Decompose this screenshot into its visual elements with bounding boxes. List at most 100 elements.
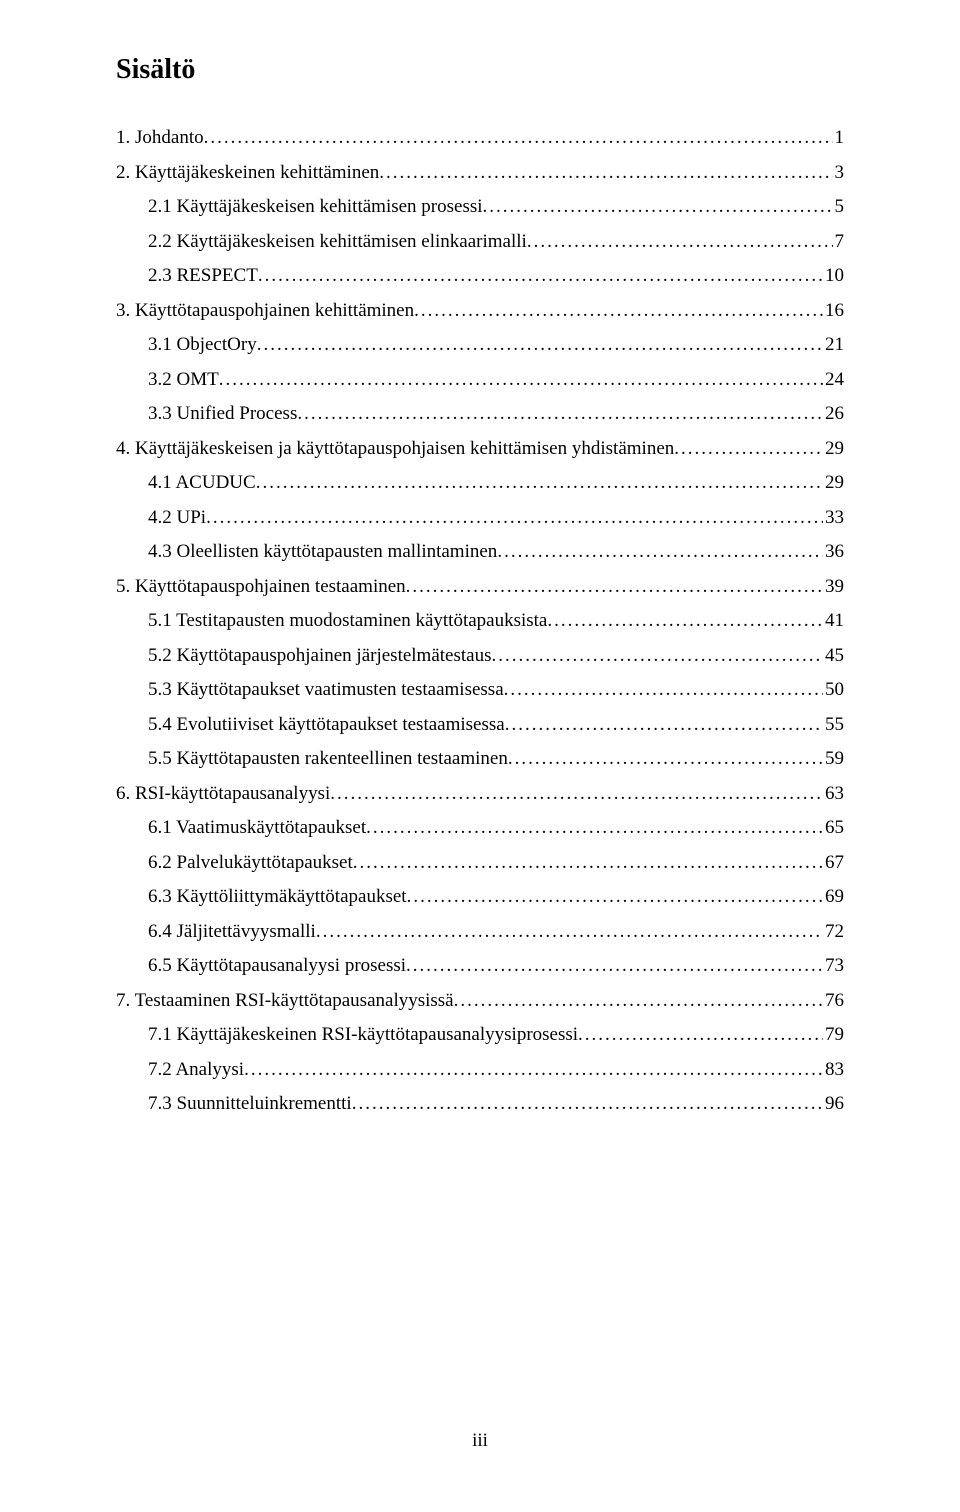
toc-entry-page: 5 bbox=[833, 197, 845, 216]
toc-leader-dots bbox=[353, 853, 823, 872]
toc-leader-dots bbox=[297, 404, 823, 423]
toc-entry-label: 6.3 Käyttöliittymäkäyttötapaukset bbox=[148, 887, 407, 906]
toc-entry-label: 3. Käyttötapauspohjainen kehittäminen bbox=[116, 301, 414, 320]
toc-leader-dots bbox=[454, 991, 823, 1010]
toc-leader-dots bbox=[316, 922, 823, 941]
toc-entry-page: 73 bbox=[823, 956, 844, 975]
toc-entry-page: 96 bbox=[823, 1094, 844, 1113]
toc-entry-label: 5.2 Käyttötapauspohjainen järjestelmätes… bbox=[148, 646, 491, 665]
toc-entry-label: 6.2 Palvelukäyttötapaukset bbox=[148, 853, 353, 872]
toc-entry-label: 2. Käyttäjäkeskeinen kehittäminen bbox=[116, 163, 379, 182]
toc-entry-label: 4.1 ACUDUC bbox=[148, 473, 256, 492]
toc-entry-label: 7.2 Analyysi bbox=[148, 1060, 244, 1079]
toc-entry-label: 5. Käyttötapauspohjainen testaaminen bbox=[116, 577, 406, 596]
toc-entry-label: 6.5 Käyttötapausanalyysi prosessi bbox=[148, 956, 406, 975]
toc-entry: 7.1 Käyttäjäkeskeinen RSI-käyttötapausan… bbox=[116, 1025, 844, 1044]
toc-entry: 5. Käyttötapauspohjainen testaaminen39 bbox=[116, 577, 844, 596]
toc-entry-page: 67 bbox=[823, 853, 844, 872]
toc-entry-page: 1 bbox=[833, 128, 845, 147]
toc-entry: 7.3 Suunnitteluinkrementti 96 bbox=[116, 1094, 844, 1113]
toc-entry-page: 3 bbox=[833, 163, 845, 182]
toc-entry-page: 79 bbox=[823, 1025, 844, 1044]
toc-entry-page: 83 bbox=[823, 1060, 844, 1079]
toc-entry: 7. Testaaminen RSI-käyttötapausanalyysis… bbox=[116, 991, 844, 1010]
toc-entry: 2.3 RESPECT 10 bbox=[116, 266, 844, 285]
toc-leader-dots bbox=[257, 335, 823, 354]
toc-entry-page: 41 bbox=[823, 611, 844, 630]
toc-entry: 6.3 Käyttöliittymäkäyttötapaukset 69 bbox=[116, 887, 844, 906]
toc-entry-label: 6. RSI-käyttötapausanalyysi bbox=[116, 784, 330, 803]
toc-entry-page: 63 bbox=[823, 784, 844, 803]
toc-entry: 6.4 Jäljitettävyysmalli 72 bbox=[116, 922, 844, 941]
toc-entry-page: 7 bbox=[833, 232, 845, 251]
toc-entry-label: 6.1 Vaatimuskäyttötapaukset bbox=[148, 818, 366, 837]
toc-entry-page: 65 bbox=[823, 818, 844, 837]
toc-entry-label: 2.1 Käyttäjäkeskeisen kehittämisen prose… bbox=[148, 197, 483, 216]
toc-leader-dots bbox=[219, 370, 823, 389]
toc-entry-label: 7. Testaaminen RSI-käyttötapausanalyysis… bbox=[116, 991, 454, 1010]
toc-entry-page: 21 bbox=[823, 335, 844, 354]
toc-entry-page: 36 bbox=[823, 542, 844, 561]
toc-entry-label: 5.5 Käyttötapausten rakenteellinen testa… bbox=[148, 749, 508, 768]
page-number: iii bbox=[0, 1430, 960, 1452]
toc-entry-page: 29 bbox=[823, 439, 844, 458]
toc-entry-page: 45 bbox=[823, 646, 844, 665]
toc-leader-dots bbox=[508, 749, 823, 768]
toc-entry-page: 10 bbox=[823, 266, 844, 285]
toc-leader-dots bbox=[505, 715, 823, 734]
toc-leader-dots bbox=[244, 1060, 823, 1079]
toc-entry-label: 4.3 Oleellisten käyttötapausten mallinta… bbox=[148, 542, 497, 561]
toc-leader-dots bbox=[352, 1094, 823, 1113]
toc-entry: 4.3 Oleellisten käyttötapausten mallinta… bbox=[116, 542, 844, 561]
toc-leader-dots bbox=[491, 646, 823, 665]
toc-leader-dots bbox=[483, 197, 833, 216]
toc-leader-dots bbox=[547, 611, 823, 630]
toc-entry-label: 5.3 Käyttötapaukset vaatimusten testaami… bbox=[148, 680, 504, 699]
toc-entry: 2.2 Käyttäjäkeskeisen kehittämisen elink… bbox=[116, 232, 844, 251]
toc-leader-dots bbox=[578, 1025, 823, 1044]
toc-entry: 3.1 ObjectOry 21 bbox=[116, 335, 844, 354]
toc-heading: Sisältö bbox=[116, 54, 844, 86]
toc-entry: 6.5 Käyttötapausanalyysi prosessi 73 bbox=[116, 956, 844, 975]
toc-leader-dots bbox=[330, 784, 823, 803]
toc-entry-label: 7.3 Suunnitteluinkrementti bbox=[148, 1094, 352, 1113]
toc-entry: 3. Käyttötapauspohjainen kehittäminen16 bbox=[116, 301, 844, 320]
toc-entry-label: 6.4 Jäljitettävyysmalli bbox=[148, 922, 316, 941]
toc-entry: 5.3 Käyttötapaukset vaatimusten testaami… bbox=[116, 680, 844, 699]
toc-entry-label: 5.1 Testitapausten muodostaminen käyttöt… bbox=[148, 611, 547, 630]
toc-entry: 3.2 OMT24 bbox=[116, 370, 844, 389]
toc-entry-page: 26 bbox=[823, 404, 844, 423]
toc-entry: 4.1 ACUDUC 29 bbox=[116, 473, 844, 492]
toc-entry-page: 50 bbox=[823, 680, 844, 699]
toc-entry-page: 59 bbox=[823, 749, 844, 768]
toc-entry: 6.2 Palvelukäyttötapaukset 67 bbox=[116, 853, 844, 872]
toc-entry-page: 55 bbox=[823, 715, 844, 734]
toc-entry-page: 33 bbox=[823, 508, 844, 527]
toc-entry-label: 3.1 ObjectOry bbox=[148, 335, 257, 354]
toc-entry-label: 2.3 RESPECT bbox=[148, 266, 258, 285]
toc-entry: 7.2 Analyysi 83 bbox=[116, 1060, 844, 1079]
toc-entry: 5.1 Testitapausten muodostaminen käyttöt… bbox=[116, 611, 844, 630]
toc-leader-dots bbox=[674, 439, 823, 458]
document-page: Sisältö 1. Johdanto1 2. Käyttäjäkeskeinen… bbox=[0, 0, 960, 1512]
toc-entry: 4.2 UPi 33 bbox=[116, 508, 844, 527]
toc-entry: 2.1 Käyttäjäkeskeisen kehittämisen prose… bbox=[116, 197, 844, 216]
toc-entry-page: 76 bbox=[823, 991, 844, 1010]
toc-entry-page: 69 bbox=[823, 887, 844, 906]
toc-entry: 1. Johdanto1 bbox=[116, 128, 844, 147]
toc-leader-dots bbox=[366, 818, 823, 837]
toc-entry-label: 5.4 Evolutiiviset käyttötapaukset testaa… bbox=[148, 715, 505, 734]
toc-leader-dots bbox=[379, 163, 832, 182]
toc-entry-label: 4.2 UPi bbox=[148, 508, 206, 527]
toc-entry: 5.2 Käyttötapauspohjainen järjestelmätes… bbox=[116, 646, 844, 665]
toc-entry: 5.4 Evolutiiviset käyttötapaukset testaa… bbox=[116, 715, 844, 734]
toc-entry: 2. Käyttäjäkeskeinen kehittäminen 3 bbox=[116, 163, 844, 182]
toc-leader-dots bbox=[407, 887, 823, 906]
toc-entry-label: 3.3 Unified Process bbox=[148, 404, 297, 423]
toc-entry-page: 72 bbox=[823, 922, 844, 941]
toc-entry-page: 29 bbox=[823, 473, 844, 492]
toc-entry: 4. Käyttäjäkeskeisen ja käyttötapauspohj… bbox=[116, 439, 844, 458]
toc-entry-label: 4. Käyttäjäkeskeisen ja käyttötapauspohj… bbox=[116, 439, 674, 458]
toc-leader-dots bbox=[206, 508, 823, 527]
toc-leader-dots bbox=[406, 577, 823, 596]
